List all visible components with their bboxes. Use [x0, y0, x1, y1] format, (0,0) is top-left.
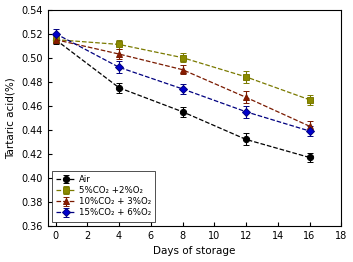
Legend: Air, 5%CO₂ +2%O₂, 10%CO₂ + 3%O₂, 15%CO₂ + 6%O₂: Air, 5%CO₂ +2%O₂, 10%CO₂ + 3%O₂, 15%CO₂ … — [52, 171, 155, 222]
Y-axis label: Tartaric acid(%): Tartaric acid(%) — [6, 77, 16, 159]
X-axis label: Days of storage: Days of storage — [153, 247, 236, 256]
